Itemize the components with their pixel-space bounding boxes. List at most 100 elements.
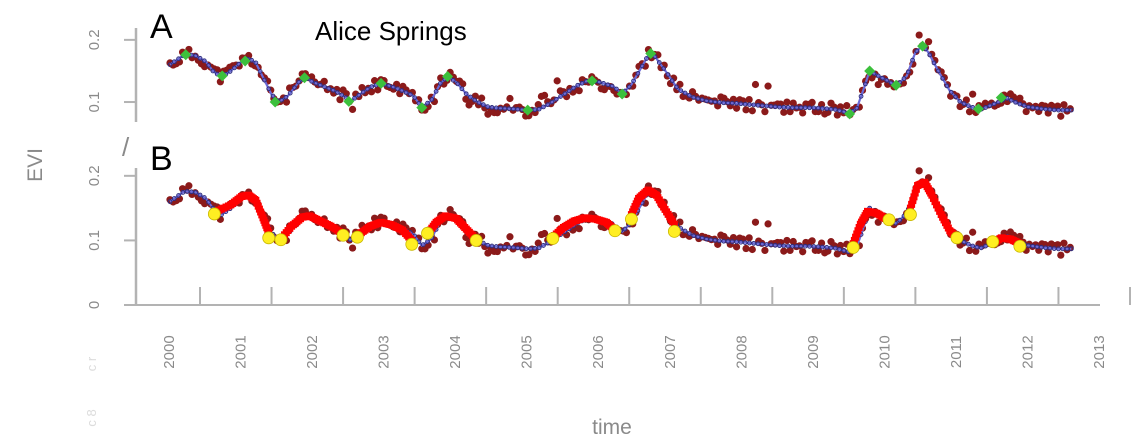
fitted-marker (747, 240, 752, 246)
observed-point (764, 220, 772, 228)
fitted-marker (717, 100, 722, 105)
observed-point (553, 77, 561, 85)
observed-point (874, 80, 882, 89)
fitted-marker (1021, 103, 1027, 108)
fitted-marker (541, 243, 546, 248)
observed-point (780, 247, 788, 255)
fitted-marker (682, 228, 688, 234)
fitted-marker (485, 104, 491, 110)
fitted-marker (1047, 107, 1053, 112)
fitted-marker (991, 101, 997, 107)
fitted-marker (365, 86, 370, 92)
fitted-marker (510, 106, 516, 112)
observed-point (1060, 239, 1068, 247)
fitted-marker (965, 241, 971, 247)
observed-point (1057, 251, 1065, 259)
x-tick-label-2008: 2008 (733, 335, 750, 368)
fitted-marker (558, 94, 563, 99)
fitted-marker (665, 72, 671, 77)
observed-point (540, 91, 549, 99)
fitted-marker (772, 242, 778, 248)
fitted-marker (438, 80, 443, 86)
fitted-marker (631, 78, 636, 84)
red-segment-7-point (911, 189, 919, 197)
yellow-node-5 (405, 237, 419, 251)
fitted-marker (480, 102, 486, 108)
fitted-marker (1043, 106, 1049, 112)
fitted-marker (626, 84, 632, 90)
yellow-node-13 (882, 213, 896, 227)
fitted-marker (622, 226, 628, 232)
fitted-marker (751, 240, 757, 246)
fitted-marker (824, 244, 830, 250)
fitted-marker (476, 100, 482, 106)
fitted-marker (639, 63, 645, 69)
observed-point (506, 233, 514, 241)
fitted-marker (506, 244, 512, 250)
fitted-marker (837, 108, 842, 114)
fitted-marker (940, 76, 946, 81)
fitted-marker (429, 97, 435, 102)
observed-point (575, 87, 583, 95)
y-tick-label-a-0: 0.1 (86, 92, 103, 113)
green-node-13 (844, 108, 856, 120)
green-node-12 (645, 48, 657, 60)
fitted-marker (734, 239, 739, 245)
fitted-marker (1026, 104, 1031, 110)
fitted-marker (1068, 107, 1074, 113)
observed-point (783, 98, 791, 106)
observed-point (969, 90, 977, 98)
green-node-9 (522, 104, 534, 116)
fitted-marker (502, 244, 508, 250)
fitted-marker (420, 242, 426, 247)
fitted-marker (206, 62, 212, 68)
observed-point (553, 214, 561, 223)
red-segment-7-point (909, 197, 917, 205)
y-tick-label-b-1: 0.1 (86, 230, 103, 251)
fitted-marker (605, 82, 611, 88)
fitted-marker (699, 97, 705, 103)
fitted-marker (253, 60, 259, 66)
fitted-marker (450, 77, 456, 83)
observed-point (478, 94, 486, 102)
fitted-marker (369, 84, 375, 90)
fitted-marker (459, 86, 465, 92)
fitted-marker (236, 61, 242, 67)
fitted-marker (910, 57, 915, 63)
fitted-marker (356, 92, 362, 98)
observed-point (969, 228, 977, 236)
observed-point (459, 80, 467, 88)
fitted-marker (519, 245, 525, 251)
red-segment-7-point (910, 193, 918, 201)
fitted-marker (498, 244, 503, 250)
fitted-marker (489, 105, 495, 110)
observed-point (874, 218, 882, 226)
fitted-marker (313, 80, 319, 86)
observed-point (185, 182, 193, 190)
observed-point (506, 94, 514, 103)
observed-point (799, 248, 807, 256)
observed-point (1057, 112, 1065, 120)
fitted-marker (841, 109, 847, 115)
x-tick-label-2013: 2013 (1091, 335, 1108, 368)
fitted-marker (837, 246, 842, 252)
fitted-marker (888, 80, 894, 86)
observed-point (915, 31, 923, 39)
fitted-marker (390, 84, 396, 90)
fitted-marker (841, 248, 847, 253)
green-node-1 (216, 70, 228, 82)
green-node-8 (442, 71, 454, 83)
observed-point (732, 243, 741, 251)
green-node-5 (343, 95, 355, 107)
fitted-marker (330, 87, 336, 93)
fitted-marker (708, 98, 714, 104)
fitted-marker (227, 69, 233, 74)
observed-point (1060, 101, 1068, 109)
yellow-node-6 (421, 226, 434, 240)
fitted-marker (652, 54, 658, 60)
fitted-marker (828, 245, 834, 251)
fitted-marker (515, 106, 521, 112)
fitted-marker (485, 242, 491, 248)
fitted-marker (721, 238, 727, 244)
